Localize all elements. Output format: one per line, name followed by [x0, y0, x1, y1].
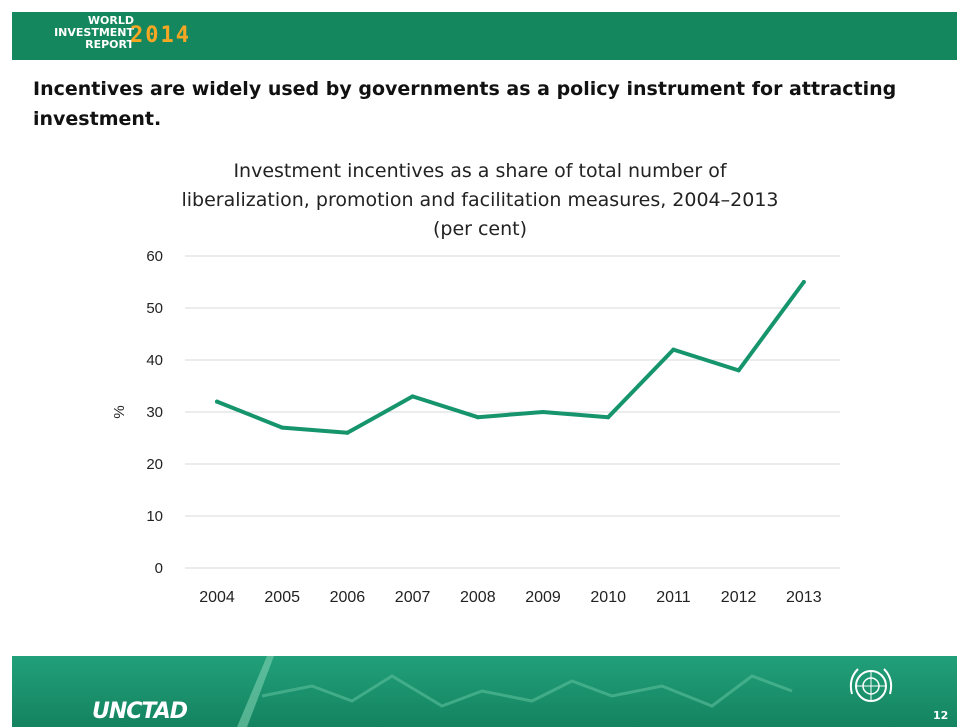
y-tick-label: 10 [146, 508, 163, 525]
y-tick-label: 20 [146, 456, 163, 473]
un-emblem-icon [849, 668, 893, 702]
data-point [736, 368, 741, 373]
world-investment-report-logo: WORLD INVESTMENT REPORT [19, 15, 134, 57]
series-line [215, 280, 806, 435]
footer-bar: UNCTAD 12 [12, 656, 957, 727]
chart-title-line-2: liberalization, promotion and facilitati… [181, 189, 779, 211]
x-tick-label: 2010 [590, 589, 626, 606]
slide-headline: Incentives are widely used by government… [33, 78, 897, 130]
chart-title-line-3: (per cent) [432, 218, 528, 240]
data-point [541, 410, 545, 414]
logo-line-report: REPORT [85, 38, 134, 51]
y-tick-label: 30 [146, 404, 163, 421]
x-tick-label: 2012 [721, 589, 757, 606]
unctad-logo: UNCTAD [92, 699, 188, 724]
data-point [345, 430, 350, 435]
y-tick-label: 40 [146, 352, 163, 369]
x-tick-labels: 2004 2005 2006 2007 2008 2009 2010 2011 2012 2013 [199, 589, 821, 606]
data-point [280, 425, 285, 430]
data-point [671, 347, 676, 352]
y-tick-labels: 0 10 20 30 40 50 60 [146, 248, 163, 577]
x-tick-label: 2009 [525, 589, 561, 606]
chart-title: Investment incentives as a share of tota… [100, 157, 860, 244]
data-points [215, 280, 806, 435]
y-tick-label: 60 [146, 248, 163, 265]
gridlines [185, 255, 840, 569]
data-point [410, 394, 415, 399]
data-point [475, 415, 480, 420]
header-bar [12, 12, 957, 60]
x-tick-label: 2007 [395, 589, 431, 606]
logo-line-investment: INVESTMENT [54, 26, 134, 39]
y-tick-label: 50 [146, 300, 163, 317]
logo-year: 2014 [130, 23, 191, 48]
page-number: 12 [933, 709, 949, 722]
x-tick-label: 2013 [786, 589, 822, 606]
x-tick-label: 2008 [460, 589, 496, 606]
data-point [801, 280, 806, 284]
chart-title-line-1: Investment incentives as a share of tota… [233, 160, 727, 182]
x-tick-label: 2004 [199, 589, 235, 606]
y-tick-label: 0 [155, 560, 163, 577]
x-tick-label: 2005 [264, 589, 300, 606]
footer-decoration [237, 656, 793, 727]
data-point [215, 399, 219, 404]
x-tick-label: 2006 [330, 589, 366, 606]
y-axis-label: % [111, 405, 128, 418]
logo-line-world: WORLD [87, 14, 134, 27]
data-point [606, 415, 611, 420]
x-tick-label: 2011 [656, 589, 691, 606]
